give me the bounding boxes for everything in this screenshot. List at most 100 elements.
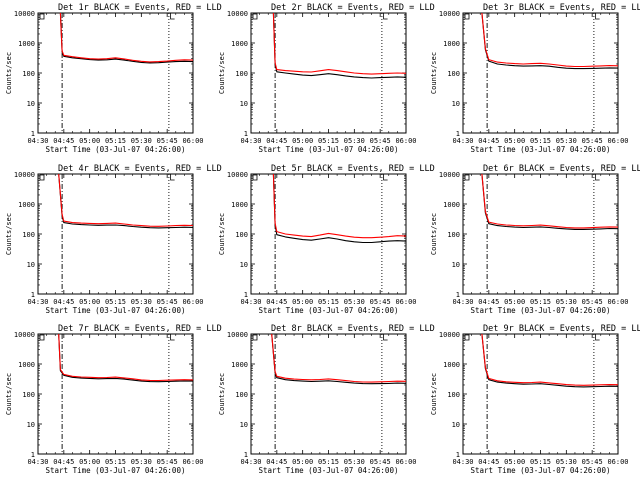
x-tick-label: 05:00 [504,458,525,466]
y-tick-label: 10000 [14,171,35,179]
series-line-events [481,13,618,70]
y-tick-label: 10000 [439,10,460,18]
chart-title: Det 6r BLACK = Events, RED = LLD [483,164,640,174]
y-axis-label: Counts/sec [218,373,226,415]
x-tick-label: 05:00 [79,137,100,145]
y-tick-label: 100 [22,70,35,78]
x-tick-label: 05:00 [79,298,100,306]
y-tick-label: 1 [31,291,35,299]
corner-mark [170,174,175,181]
y-tick-label: 10 [27,261,35,269]
chart-panel-5: Det 5r BLACK = Events, RED = LLD 1 10 100 10… [218,164,435,315]
series-line-events [271,334,406,385]
x-axis-label: Start Time (03-Jul-07 04:26:00) [259,466,399,475]
x-tick-label: 05:45 [157,458,178,466]
y-tick-label: 10000 [14,10,35,18]
chart-panel-3: Det 3r BLACK = Events, RED = LLD 1 10 100 10… [430,3,640,154]
y-tick-label: 100 [235,70,248,78]
y-tick-label: 1000 [443,361,460,369]
x-tick-label: 05:00 [504,137,525,145]
x-tick-label: 04:45 [266,458,287,466]
y-axis-label: Counts/sec [218,52,226,94]
x-axis-label: Start Time (03-Jul-07 04:26:00) [259,306,399,315]
x-tick-label: 05:00 [292,137,313,145]
y-tick-label: 100 [447,231,460,239]
x-tick-label: 04:30 [27,137,48,145]
x-tick-label: 05:15 [105,458,126,466]
y-tick-label: 1000 [231,361,248,369]
y-tick-label: 10000 [227,331,248,339]
x-tick-label: 05:00 [79,458,100,466]
y-tick-label: 10 [240,421,248,429]
x-axis-label: Start Time (03-Jul-07 04:26:00) [471,306,611,315]
y-axis-label: Counts/sec [430,213,438,255]
y-tick-label: 10 [27,100,35,108]
series-line-lld [58,174,193,227]
x-tick-label: 04:30 [452,458,473,466]
chart-title: Det 8r BLACK = Events, RED = LLD [271,324,435,334]
y-tick-label: 100 [235,391,248,399]
series-line-lld [59,13,193,63]
x-tick-label: 05:30 [556,458,577,466]
y-tick-label: 1 [456,130,460,138]
x-tick-label: 06:00 [395,298,416,306]
x-tick-label: 04:30 [240,458,261,466]
corner-mark [383,174,388,181]
y-tick-label: 1 [244,291,248,299]
y-axis-label: Counts/sec [5,52,13,94]
plot-frame [37,173,194,295]
corner-mark [383,334,388,341]
chart-panel-9: Det 9r BLACK = Events, RED = LLD 1 10 100 10… [430,324,640,475]
x-tick-label: 05:30 [131,298,152,306]
chart-title: Det 7r BLACK = Events, RED = LLD [58,324,222,334]
series-line-lld [481,13,618,68]
x-tick-label: 05:15 [318,298,339,306]
series-line-events [481,174,618,230]
x-tick-label: 05:30 [131,458,152,466]
x-tick-label: 04:30 [27,458,48,466]
x-tick-label: 05:00 [292,298,313,306]
chart-panel-8: Det 8r BLACK = Events, RED = LLD 1 10 100 10… [218,324,435,475]
y-tick-label: 100 [447,70,460,78]
series-line-lld [271,334,406,383]
chart-title: Det 4r BLACK = Events, RED = LLD [58,164,222,174]
x-tick-label: 05:45 [582,458,603,466]
x-tick-label: 04:45 [478,458,499,466]
x-tick-label: 05:15 [105,137,126,145]
x-tick-label: 05:30 [344,298,365,306]
y-tick-label: 10000 [439,171,460,179]
y-axis-label: Counts/sec [5,373,13,415]
y-tick-label: 1 [31,451,35,459]
corner-mark [39,13,45,20]
x-tick-label: 05:15 [530,298,551,306]
corner-mark [595,174,600,181]
corner-mark [252,13,258,20]
x-axis-label: Start Time (03-Jul-07 04:26:00) [46,306,186,315]
x-axis-label: Start Time (03-Jul-07 04:26:00) [46,466,186,475]
x-axis-label: Start Time (03-Jul-07 04:26:00) [471,145,611,154]
corner-mark [170,334,175,341]
series-line-events [481,334,618,388]
y-tick-label: 10 [27,421,35,429]
series-line-events [59,13,193,64]
chart-panel-7: Det 7r BLACK = Events, RED = LLD 1 10 100 10… [5,324,222,475]
x-tick-label: 05:30 [556,298,577,306]
chart-title: Det 3r BLACK = Events, RED = LLD [483,3,640,13]
plot-frame [462,173,619,295]
x-tick-label: 05:00 [292,458,313,466]
x-tick-label: 05:15 [318,137,339,145]
chart-panel-1: Det 1r BLACK = Events, RED = LLD 1 10 100 10… [5,3,222,154]
plot-frame [37,333,194,455]
y-axis-label: Counts/sec [218,213,226,255]
x-tick-label: 04:30 [240,298,261,306]
x-tick-label: 04:45 [266,137,287,145]
x-tick-label: 05:15 [105,298,126,306]
x-tick-label: 05:15 [318,458,339,466]
x-tick-label: 05:45 [157,298,178,306]
corner-mark [595,13,600,20]
x-tick-label: 06:00 [182,137,203,145]
y-tick-label: 10 [452,421,460,429]
x-tick-label: 05:45 [582,298,603,306]
x-tick-label: 05:00 [504,298,525,306]
